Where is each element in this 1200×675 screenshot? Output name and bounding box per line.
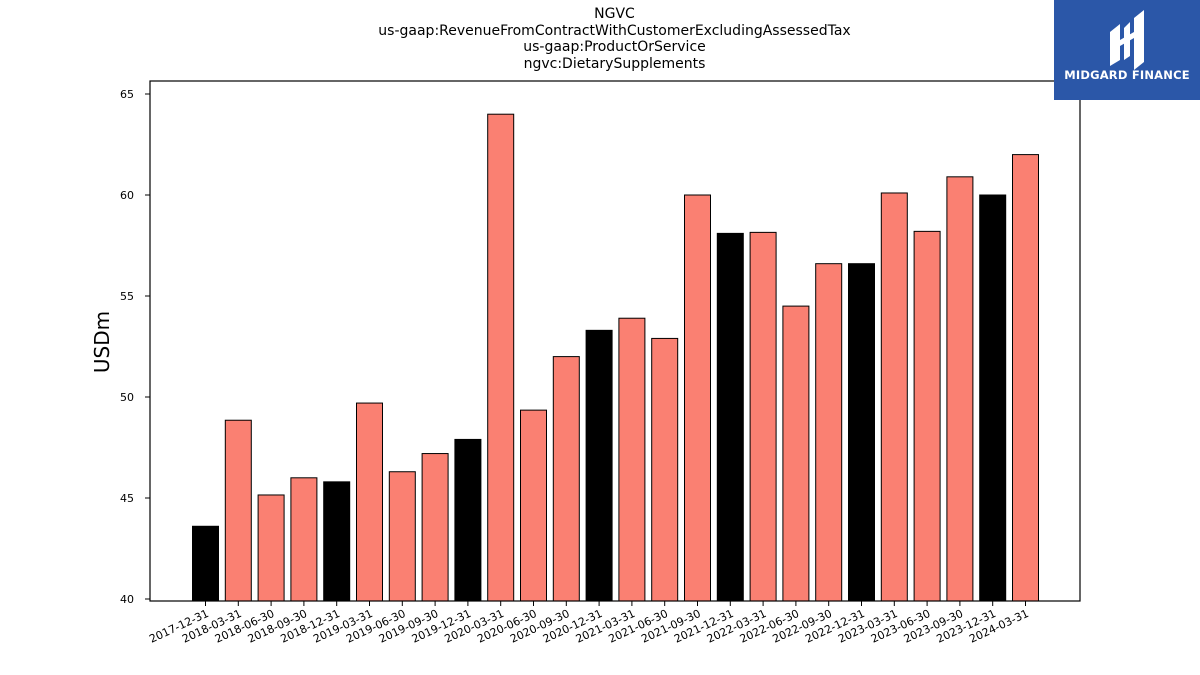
chart-title-line-4: ngvc:DietarySupplements: [523, 55, 706, 72]
bar-2018-06-30: [257, 494, 285, 602]
bar-2019-09-30: [421, 453, 449, 602]
x-axis: 2017-12-312018-03-312018-06-302018-09-30…: [147, 601, 1031, 646]
bar-2022-09-30: [815, 263, 843, 602]
bar-2020-12-31: [585, 329, 613, 602]
bar-2022-12-31: [848, 263, 875, 602]
bar-2021-06-30: [651, 337, 679, 602]
bar-2022-03-31: [749, 231, 777, 602]
bar-2023-12-31: [979, 194, 1007, 602]
y-tick-label: 45: [120, 492, 134, 505]
bar-2018-03-31: [224, 419, 252, 602]
bar-2019-06-30: [388, 471, 416, 602]
bar-2017-12-31: [192, 525, 219, 602]
y-tick-label: 40: [120, 593, 134, 606]
logo-text: MIDGARD FINANCE: [1064, 68, 1190, 82]
y-axis: 40 45 50 55 60 65: [120, 88, 150, 606]
bar-2019-12-31: [454, 438, 482, 602]
bar-2018-12-31: [323, 481, 351, 602]
bar-2018-09-30: [290, 477, 318, 602]
bar-2023-09-30: [946, 176, 974, 602]
bar-2022-06-30: [782, 305, 810, 602]
chart-title-line-3: us-gaap:ProductOrService: [523, 39, 706, 55]
bar-2024-03-31: [1012, 154, 1039, 602]
y-tick-label: 50: [120, 391, 134, 404]
bar-2023-06-30: [913, 230, 941, 602]
chart-title-line-2: us-gaap:RevenueFromContractWithCustomerE…: [378, 22, 851, 39]
bar-2021-03-31: [618, 317, 646, 602]
bar-2019-03-31: [356, 402, 383, 602]
y-tick-label: 65: [120, 88, 134, 101]
plot-frame: [149, 80, 1081, 602]
bar-2020-09-30: [552, 356, 580, 602]
bar-2021-09-30: [684, 194, 711, 602]
bar-2020-06-30: [520, 409, 547, 602]
midgard-logo-icon: [1110, 10, 1144, 70]
y-tick-label: 60: [120, 189, 134, 202]
chart-title: NGVC us-gaap:RevenueFromContractWithCust…: [0, 6, 1200, 72]
bar-2021-12-31: [716, 232, 744, 602]
bar-2023-03-31: [880, 192, 908, 602]
bars-group: [192, 113, 1039, 602]
midgard-finance-logo: MIDGARD FINANCE: [1054, 0, 1200, 100]
chart-title-line-1: NGVC: [594, 6, 635, 22]
y-tick-label: 55: [120, 290, 134, 303]
bar-2020-03-31: [487, 113, 515, 602]
y-axis-label: USDm: [90, 311, 114, 373]
